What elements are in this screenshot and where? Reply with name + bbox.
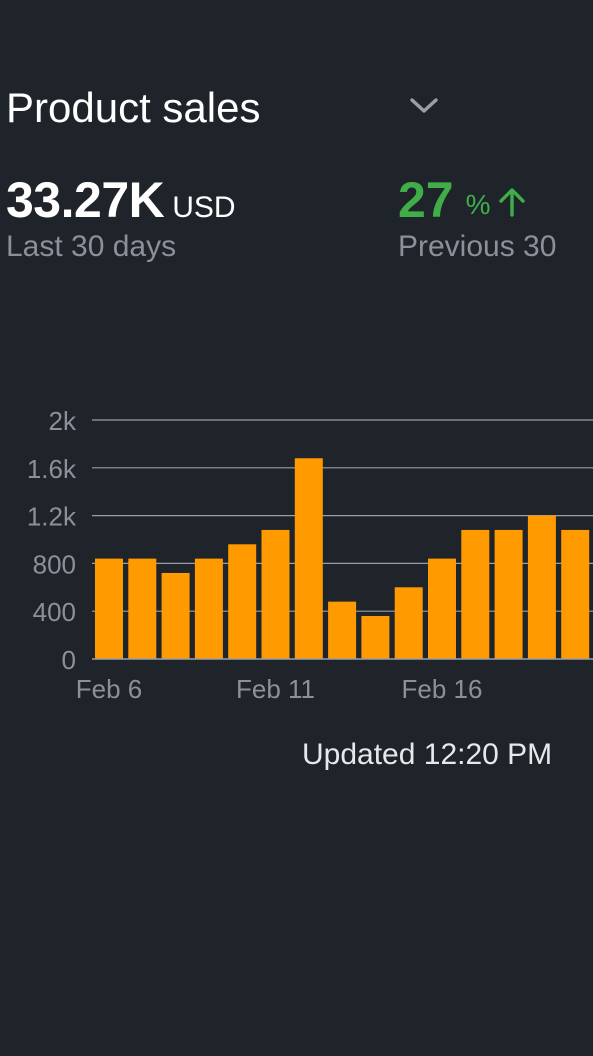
widget-title: Product sales	[6, 84, 261, 131]
bar	[428, 558, 456, 659]
y-tick-label: 2k	[49, 406, 77, 436]
bar	[561, 529, 590, 659]
total-sales-unit: USD	[172, 191, 236, 224]
bar	[394, 587, 423, 659]
y-tick-label: 1.6k	[27, 454, 77, 484]
y-tick-label: 400	[33, 597, 76, 627]
total-sales-period: Last 30 days	[6, 230, 177, 263]
total-sales-value: 33.27K USD	[6, 172, 236, 228]
bar	[494, 529, 523, 659]
y-tick-label: 1.2k	[27, 502, 77, 532]
chevron-down-icon[interactable]	[402, 88, 446, 124]
arrow-up-icon	[495, 185, 529, 224]
change-period: Previous 30	[398, 230, 557, 263]
y-tick-label: 800	[33, 549, 76, 579]
change-unit: %	[465, 189, 491, 220]
bar	[527, 515, 556, 659]
bar	[461, 529, 490, 659]
bar	[328, 601, 357, 659]
bar	[128, 558, 157, 659]
change-number: 27	[398, 172, 454, 228]
x-tick-label: Feb 11	[236, 674, 315, 704]
x-tick-label: Feb 6	[76, 674, 143, 704]
bar	[261, 529, 290, 659]
y-tick-label: 0	[62, 645, 76, 675]
updated-timestamp: Updated 12:20 PM	[302, 738, 553, 771]
bar	[361, 615, 390, 659]
bar	[294, 458, 323, 659]
x-tick-label: Feb 16	[402, 674, 483, 704]
total-sales-number: 33.27K	[6, 172, 165, 228]
bar	[194, 558, 223, 659]
bar	[228, 544, 257, 659]
sales-change: 27 %	[398, 172, 529, 228]
bar	[161, 572, 190, 659]
bar	[95, 558, 123, 659]
